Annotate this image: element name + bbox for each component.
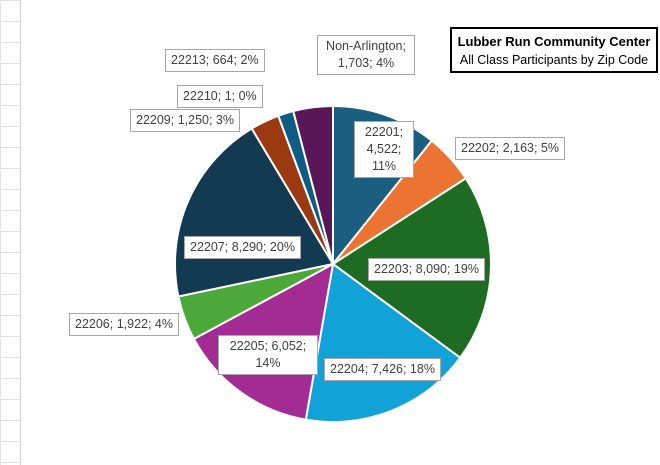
- data-label-22213: 22213; 664; 2%: [165, 49, 265, 72]
- chart-title: Lubber Run Community Center: [457, 34, 651, 49]
- data-label-22210: 22210; 1; 0%: [177, 85, 263, 108]
- data-label-22203: 22203; 8,090; 19%: [368, 258, 485, 281]
- pie-slice-22204[interactable]: [304, 262, 462, 423]
- data-label-22204: 22204; 7,426; 18%: [324, 358, 441, 381]
- data-label-22209: 22209; 1,250; 3%: [130, 109, 240, 132]
- chart-subtitle: All Class Participants by Zip Code: [459, 53, 649, 67]
- data-label-22205: 22205; 6,052; 14%: [218, 335, 318, 375]
- pie-slice-non-arlington[interactable]: [292, 104, 334, 265]
- data-label-non-arlington: Non-Arlington; 1,703; 4%: [317, 35, 415, 75]
- data-label-22202: 22202; 2,163; 5%: [455, 137, 565, 160]
- data-label-22206: 22206; 1,922; 4%: [69, 313, 179, 336]
- data-label-22207: 22207; 8,290; 20%: [184, 236, 301, 259]
- chart-area[interactable]: Lubber Run Community Center All Class Pa…: [20, 0, 660, 465]
- data-label-22201: 22201; 4,522; 11%: [354, 121, 414, 178]
- chart-title-box: Lubber Run Community Center All Class Pa…: [450, 27, 658, 73]
